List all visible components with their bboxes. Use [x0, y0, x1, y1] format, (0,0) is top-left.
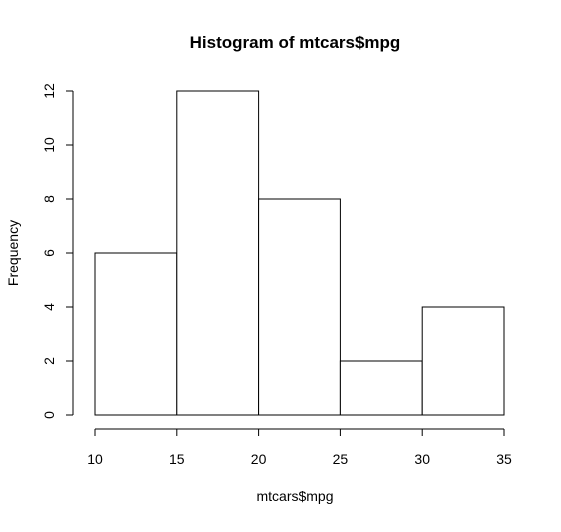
histogram-bar-1 — [176, 90, 260, 416]
x-tick-label: 20 — [251, 451, 267, 467]
y-tick-label: 12 — [41, 83, 57, 99]
histogram-bar-3 — [339, 360, 423, 416]
y-axis-title: Frequency — [5, 220, 21, 286]
y-tick-label: 10 — [41, 137, 57, 153]
y-tick-label: 0 — [41, 411, 57, 419]
x-tick-label: 10 — [87, 451, 103, 467]
x-tick-label: 15 — [169, 451, 185, 467]
bars-layer — [94, 90, 505, 416]
x-tick-label: 35 — [496, 451, 512, 467]
x-tick-label: 25 — [333, 451, 349, 467]
x-axis: 10 15 20 25 30 35 — [87, 428, 512, 467]
x-tick-label: 30 — [414, 451, 430, 467]
chart-title: Histogram of mtcars$mpg — [190, 33, 401, 52]
x-axis-title: mtcars$mpg — [256, 488, 333, 504]
histogram-bar-0 — [94, 252, 178, 416]
y-axis: 0 2 4 6 8 10 12 — [41, 83, 74, 419]
histogram-bar-4 — [421, 306, 505, 416]
y-tick-label: 2 — [41, 357, 57, 365]
y-tick-label: 6 — [41, 249, 57, 257]
y-tick-label: 4 — [41, 303, 57, 311]
y-tick-label: 8 — [41, 195, 57, 203]
histogram-bar-2 — [258, 198, 341, 416]
